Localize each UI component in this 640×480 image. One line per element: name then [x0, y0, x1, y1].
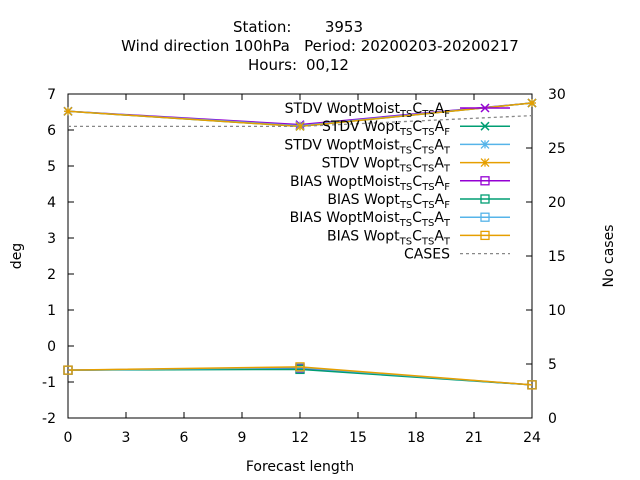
title-station-label: Station: — [233, 18, 291, 36]
y-tick-label: 7 — [47, 87, 56, 103]
title-station-value: 3953 — [325, 18, 363, 36]
series-line — [67, 366, 533, 386]
y-tick-label: -2 — [42, 411, 56, 427]
legend-sample-marker — [480, 139, 490, 149]
x-tick-label: 12 — [291, 430, 309, 446]
title-line-2: Wind direction 100hPa Period: 20200203-2… — [121, 37, 519, 55]
legend-label: BIAS WoptMoistTSCTSAT — [290, 210, 451, 229]
y-tick-label: -1 — [42, 375, 56, 391]
y2-axis-label: No cases — [601, 225, 617, 288]
y2-tick-label: 25 — [548, 141, 566, 157]
legend-entry-9: CASES — [404, 247, 510, 263]
data-point — [63, 365, 73, 375]
y-tick-label: 0 — [47, 339, 56, 355]
legend-entry-3: STDV WoptMoistTSCTSAT — [284, 137, 510, 156]
x-tick-label: 24 — [523, 430, 541, 446]
x-tick-label: 18 — [407, 430, 425, 446]
legend-label: STDV WoptMoistTSCTSAF — [285, 101, 451, 120]
legend-entry-8: BIAS WoptTSCTSAT — [327, 228, 510, 247]
series-line — [68, 114, 533, 128]
y-axis-label: deg — [9, 243, 25, 269]
legend-sample-marker — [480, 194, 490, 204]
data-point — [63, 106, 73, 116]
x-tick-label: 9 — [238, 430, 247, 446]
y2-tick-label: 15 — [548, 249, 566, 265]
legend-entry-1: STDV WoptMoistTSCTSAF — [285, 101, 510, 120]
y2-tick-label: 0 — [548, 411, 557, 427]
y-tick-label: 3 — [47, 231, 56, 247]
legend-label: STDV WoptTSCTSAT — [322, 156, 451, 175]
legend-entry-7: BIAS WoptMoistTSCTSAT — [290, 210, 510, 229]
legend-label: CASES — [404, 247, 450, 263]
x-tick-label: 15 — [349, 430, 367, 446]
legend-label: BIAS WoptTSCTSAF — [327, 192, 450, 211]
y-tick-label: 2 — [47, 267, 56, 283]
legend-entry-6: BIAS WoptTSCTSAF — [327, 192, 510, 211]
title-hours-value: 00,12 — [306, 56, 349, 74]
series-9 — [68, 114, 533, 128]
legend-sample-marker — [480, 176, 490, 186]
x-tick-label: 21 — [465, 430, 483, 446]
x-tick-label: 6 — [180, 430, 189, 446]
y2-tick-label: 5 — [548, 357, 557, 373]
y-tick-label: 5 — [47, 159, 56, 175]
y-tick-label: 6 — [47, 123, 56, 139]
legend-label: BIAS WoptTSCTSAT — [327, 228, 451, 247]
legend-label: STDV WoptMoistTSCTSAT — [284, 137, 451, 156]
legend-entry-4: STDV WoptTSCTSAT — [322, 156, 510, 175]
x-tick-label: 3 — [122, 430, 131, 446]
legend-entry-2: STDV WoptTSCTSAF — [322, 119, 510, 138]
legend-sample-marker — [480, 103, 490, 113]
title-hours-label: Hours: — [248, 56, 297, 74]
legend-sample-marker — [480, 121, 490, 131]
legend-label: BIAS WoptMoistTSCTSAF — [290, 174, 450, 193]
y-tick-label: 1 — [47, 303, 56, 319]
legend-entry-5: BIAS WoptMoistTSCTSAF — [290, 174, 510, 193]
series-8 — [63, 362, 537, 390]
y2-tick-label: 20 — [548, 195, 566, 211]
data-point — [295, 362, 305, 372]
data-point — [527, 380, 537, 390]
series-4 — [63, 98, 537, 131]
x-tick-label: 0 — [64, 430, 73, 446]
y-tick-label: 4 — [47, 195, 56, 211]
legend-sample-marker — [480, 212, 490, 222]
data-point — [527, 98, 537, 108]
chart-title: Station: 3953 Wind direction 100hPa Peri… — [121, 18, 519, 74]
data-point — [295, 121, 305, 131]
legend-sample-marker — [480, 230, 490, 241]
x-axis-label: Forecast length — [246, 459, 354, 475]
y2-tick-label: 30 — [548, 87, 566, 103]
legend-sample-marker — [480, 158, 490, 168]
legend-label: STDV WoptTSCTSAF — [322, 119, 450, 138]
y2-tick-label: 10 — [548, 303, 566, 319]
